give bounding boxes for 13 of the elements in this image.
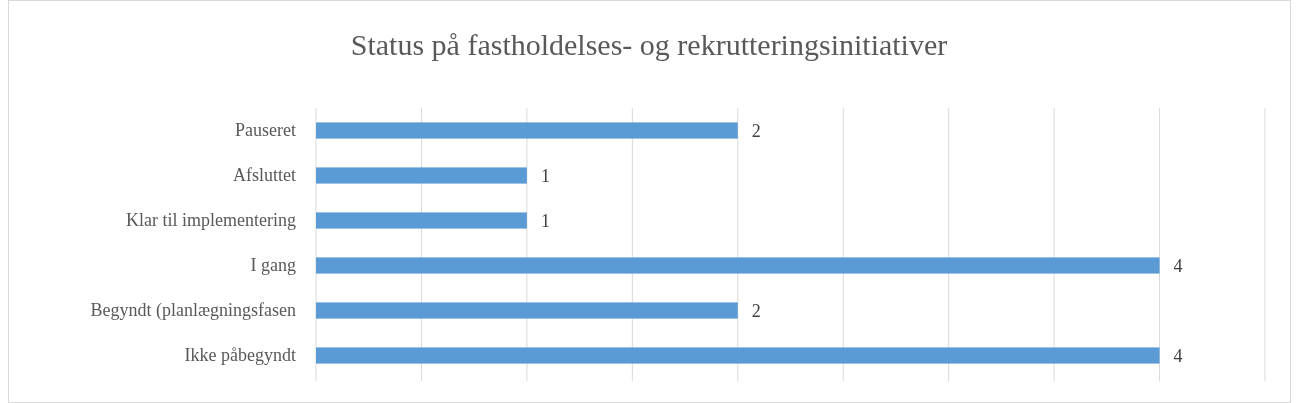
y-tick-label: Pauseret xyxy=(235,120,296,141)
data-label: 2 xyxy=(751,300,761,321)
data-label: 1 xyxy=(540,165,550,186)
y-tick-label: Begyndt (planlægningsfasen xyxy=(90,300,296,322)
y-tick-label: Afsluttet xyxy=(233,165,296,186)
y-tick-label: I gang xyxy=(250,255,296,276)
y-tick-label: Klar til implementering xyxy=(126,210,296,231)
data-label: 4 xyxy=(1173,345,1183,366)
y-tick-label: Ikke påbegyndt xyxy=(184,345,296,366)
data-label: 1 xyxy=(540,210,550,231)
data-label: 4 xyxy=(1173,255,1183,276)
chart-title: Status på fastholdelses- og rekrutteringsinitiativer xyxy=(350,28,948,61)
data-label: 2 xyxy=(751,120,761,141)
